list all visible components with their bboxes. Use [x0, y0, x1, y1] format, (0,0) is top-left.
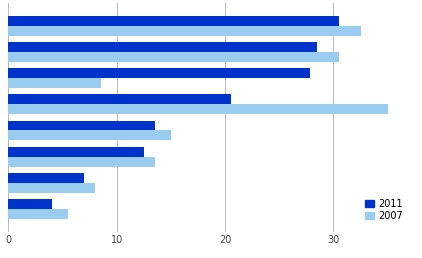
Bar — [8, 157, 155, 167]
Bar — [8, 120, 155, 131]
Bar — [8, 68, 310, 78]
Bar — [8, 52, 339, 62]
Bar — [8, 131, 171, 140]
Bar — [8, 104, 388, 114]
Bar — [8, 199, 52, 209]
Bar — [8, 16, 339, 26]
Legend: 2011, 2007: 2011, 2007 — [363, 197, 404, 223]
Bar — [8, 173, 84, 183]
Bar — [8, 183, 95, 193]
Bar — [8, 209, 68, 219]
Bar — [8, 147, 144, 157]
Bar — [8, 42, 317, 52]
Bar — [8, 26, 360, 36]
Bar — [8, 78, 100, 88]
Bar — [8, 94, 230, 104]
